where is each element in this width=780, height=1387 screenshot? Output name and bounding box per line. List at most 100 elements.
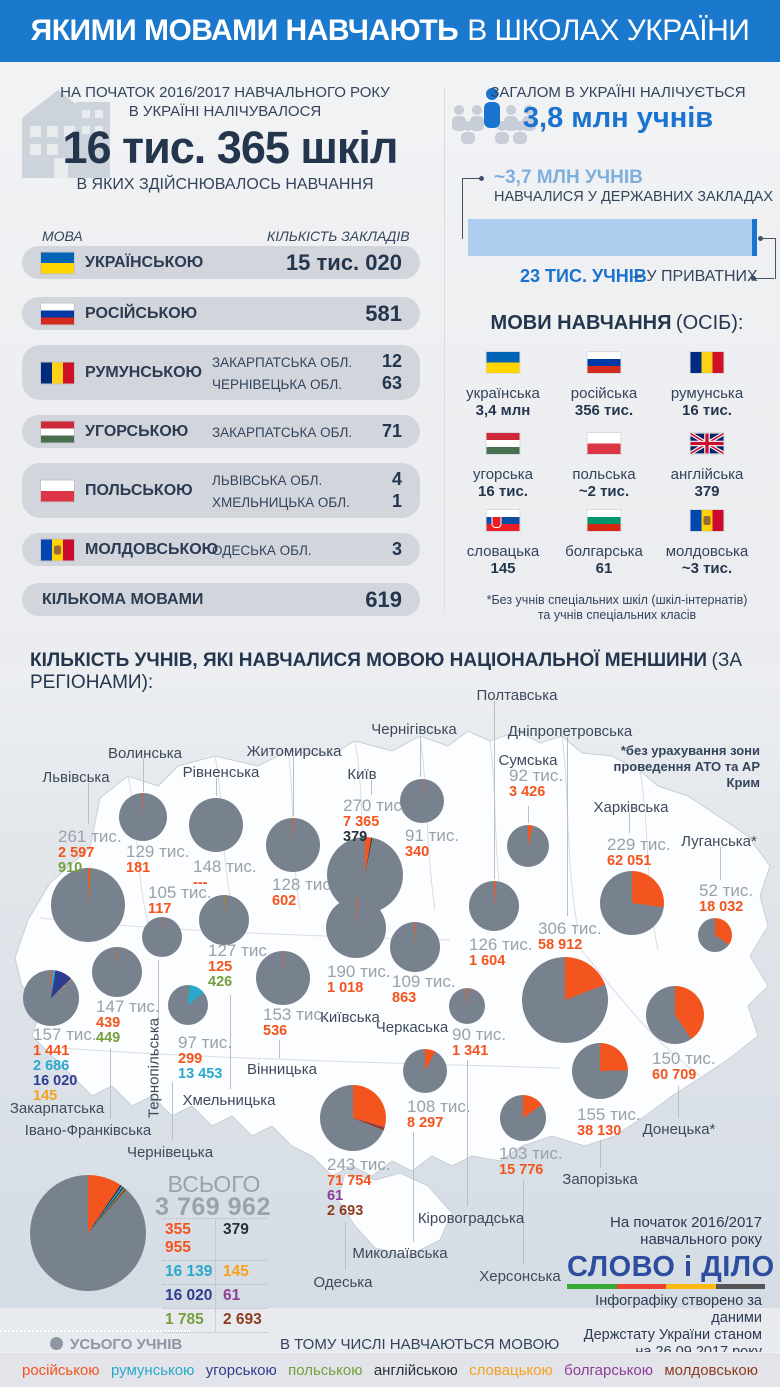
table-subrow: ЗАКАРПАТСЬКА ОБЛ. 12 [212, 351, 402, 373]
map-title-bold: КІЛЬКІСТЬ УЧНІВ, ЯКІ НАВЧАЛИСЯ МОВОЮ НАЦ… [30, 650, 708, 671]
table-subrow-count: 3 [391, 538, 402, 559]
logo-stripe [666, 1284, 716, 1289]
region-stats: 155 тис. 38 130 [577, 1106, 641, 1139]
region-pie [199, 895, 249, 945]
bracket-right [762, 238, 776, 279]
region-minority-value: 3 426 [509, 784, 546, 800]
region-connector [293, 756, 294, 816]
region-stats: 261 тис. 2 597 910 [58, 828, 122, 876]
table-row-language: ПОЛЬСЬКОЮ [85, 481, 193, 499]
region-pie [600, 871, 664, 935]
region-pie [390, 922, 440, 972]
period-line1: На початок 2016/2017 [610, 1214, 762, 1231]
region-stats: 103 тис. 15 776 [499, 1145, 563, 1178]
total-grid-row: 355 955 379 [163, 1218, 267, 1261]
grid-language-value: ~2 тис. [578, 483, 630, 500]
region-total: 103 тис. [499, 1144, 563, 1163]
total-grid-cell: 145 [215, 1261, 267, 1284]
region-label: Львівська [42, 769, 110, 786]
region-connector [279, 1040, 280, 1058]
state-students: ~3,7 МЛН УЧНІВ [494, 167, 643, 188]
table-row-language: УГОРСЬКОЮ [85, 422, 189, 440]
region-label: Вінницька [247, 1061, 317, 1078]
total-legend-dot [50, 1337, 63, 1350]
page-header: ЯКИМИ МОВАМИ НАВЧАЮТЬ В ШКОЛАХ УКРАЇНИ [0, 0, 780, 62]
grid-language-name: болгарська [565, 543, 643, 560]
region-label: Закарпатська [9, 1100, 105, 1117]
region-total: 128 тис. [272, 875, 336, 894]
region-stats: 153 тис. 536 [263, 1006, 327, 1039]
table-row-count: 15 тис. 020 [285, 249, 402, 275]
md-flag-icon [41, 539, 74, 560]
region-label: Харківська [593, 799, 669, 816]
region-pie [92, 947, 142, 997]
region-stats: 105 тис. 117 [148, 884, 212, 917]
table-subrow-count: 12 [381, 350, 402, 371]
region-stats: 306 тис. 58 912 [538, 920, 602, 953]
region-connector [494, 701, 495, 879]
region-label: Дніпропетровська [507, 723, 633, 740]
table-row-language: РУМУНСЬКОЮ [85, 363, 203, 381]
grid-language-name: словацька [466, 543, 540, 560]
region-label: Рівненська [182, 764, 260, 781]
region-minority-value: 15 776 [499, 1162, 544, 1178]
total-grid-cell: 61 [215, 1285, 267, 1308]
hu-flag-icon [41, 421, 74, 442]
grid-language-value: 3,4 млн [475, 402, 531, 419]
table-row-count: 581 [365, 300, 402, 326]
page-title-bold: ЯКИМИ МОВАМИ НАВЧАЮТЬ [30, 14, 459, 47]
grid-language-value: ~3 тис. [681, 560, 733, 577]
legend-total-label: УСЬОГО УЧНІВ [70, 1336, 183, 1353]
region-stats: 92 тис. 3 426 [509, 767, 563, 800]
region-pie [168, 985, 208, 1025]
region-label: Сумська [498, 752, 558, 769]
region-total: 127 тис. [208, 941, 272, 960]
pl-flag-icon [587, 433, 621, 454]
table-subrow-region: ЗАКАРПАТСЬКА ОБЛ. [212, 354, 353, 370]
bracket-left-dot [479, 176, 484, 181]
grid-language-name: польська [572, 466, 636, 483]
region-total: 270 тис. [343, 796, 407, 815]
slovo-i-dilo-logo: СЛОВО і ДІЛО [567, 1251, 775, 1283]
region-pie [646, 986, 704, 1044]
hu-flag-icon [486, 433, 520, 454]
region-minority-value: 340 [405, 844, 430, 860]
region-connector [467, 1060, 468, 1206]
region-connector [158, 960, 159, 1022]
region-pie [572, 1043, 628, 1099]
region-total: 229 тис. [607, 835, 671, 854]
table-row: УКРАЇНСЬКОЮ 15 тис. 020 [22, 246, 420, 279]
schools-line3: В ЯКИХ ЗДІЙСНЮВАЛОСЬ НАВЧАННЯ [76, 176, 374, 193]
grid-language-value: 356 тис. [574, 402, 634, 419]
school-building-icon [22, 90, 110, 178]
region-label: Чернівецька [126, 1144, 214, 1161]
region-connector [523, 1180, 524, 1264]
region-label: Волинська [108, 745, 182, 762]
table-subrow-count: 1 [391, 490, 402, 511]
grid-footnote-1: *Без учнів спеціальних шкіл (шкіл-інтерн… [486, 593, 748, 607]
region-minority-value: 1 604 [469, 953, 506, 969]
region-label: Київ [347, 766, 377, 783]
total-grid-cell: 2 693 [215, 1309, 267, 1332]
logo-stripe [567, 1284, 617, 1289]
region-pie [500, 1095, 546, 1141]
region-pie [30, 1175, 146, 1291]
table-row-language: РОСІЙСЬКОЮ [85, 304, 198, 322]
region-minority-value: 58 912 [538, 937, 583, 953]
region-total: 91 тис. [405, 826, 460, 845]
region-minority-value: 1 441 [33, 1043, 70, 1059]
legend-language-hu: угорською [205, 1361, 277, 1379]
region-minority-value: 60 709 [652, 1067, 697, 1083]
grid-language-name: українська [466, 385, 540, 402]
region-total: 306 тис. [538, 919, 602, 938]
region-pie [326, 898, 386, 958]
grid-language-value: 16 тис. [478, 483, 528, 500]
legend-language-ro: румунською [110, 1361, 195, 1379]
table-row: РУМУНСЬКОЮ ЗАКАРПАТСЬКА ОБЛ. 12 ЧЕРНІВЕЦЬКА… [22, 345, 420, 400]
region-stats: 243 тис. 71 754 61 2 693 [327, 1156, 391, 1219]
region-pie [507, 825, 549, 867]
schools-line2: В УКРАЇНІ НАЛІЧУВАЛОСЯ [128, 103, 322, 120]
bracket-right-dot1 [758, 236, 763, 241]
region-stats: 147 тис. 439 449 [96, 998, 160, 1046]
total-grid-row: 16 139 145 [163, 1261, 267, 1285]
